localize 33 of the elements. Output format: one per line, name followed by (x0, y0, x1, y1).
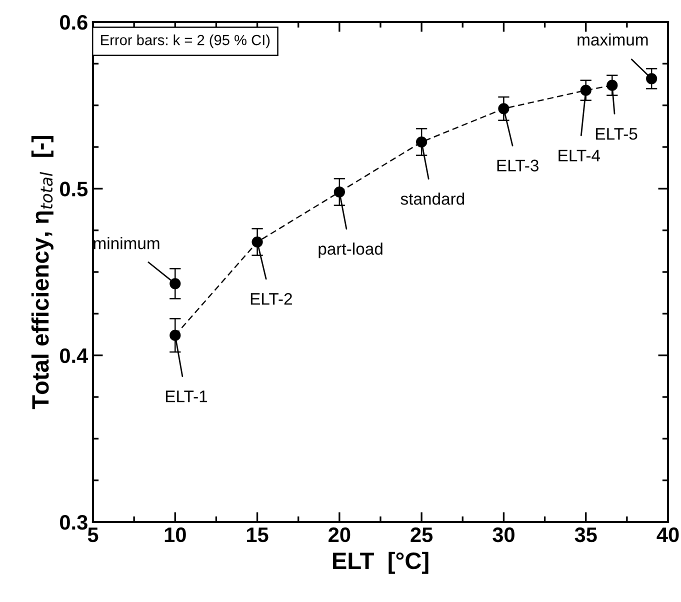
x-tick-label: 35 (574, 527, 597, 542)
annotation: ELT-4 (558, 150, 600, 162)
point (170, 330, 181, 341)
point (606, 80, 618, 91)
point (252, 236, 263, 248)
y-tick-label: 0.6 (60, 15, 88, 30)
annotation: maximum (578, 33, 648, 46)
x-tick-label: 30 (492, 527, 514, 542)
y-tick-label: 0.4 (60, 348, 88, 364)
y-axis-title: Total efficiency, η$_{total}$ [-] (31, 136, 54, 410)
annotation: ELT-5 (596, 128, 638, 140)
point (580, 84, 592, 96)
annotation: standard (400, 192, 464, 205)
x-tick-label: 15 (247, 528, 268, 542)
point (334, 186, 345, 198)
annotation: ELT-3 (497, 160, 538, 172)
annotation: minimum (94, 237, 160, 250)
annotation: ELT-2 (250, 293, 292, 305)
point (416, 136, 428, 148)
x-tick-label: 40 (656, 527, 679, 542)
x-tick-label: 5 (88, 528, 98, 542)
point (170, 278, 181, 290)
annotation: ELT-1 (166, 390, 208, 402)
y-tick-label: 0.5 (60, 182, 88, 196)
x-tick-label: 25 (410, 527, 433, 542)
y-tick-label: 0.3 (60, 515, 88, 530)
x-axis-title: ELT [°C] (332, 552, 428, 574)
x-tick-label: 20 (328, 527, 350, 542)
annotation: part-load (318, 242, 382, 258)
annotation: Error bars: k = 2 (95 % CI) (101, 34, 270, 48)
point (498, 103, 510, 114)
x-tick-label: 10 (164, 527, 186, 542)
point (646, 73, 658, 84)
